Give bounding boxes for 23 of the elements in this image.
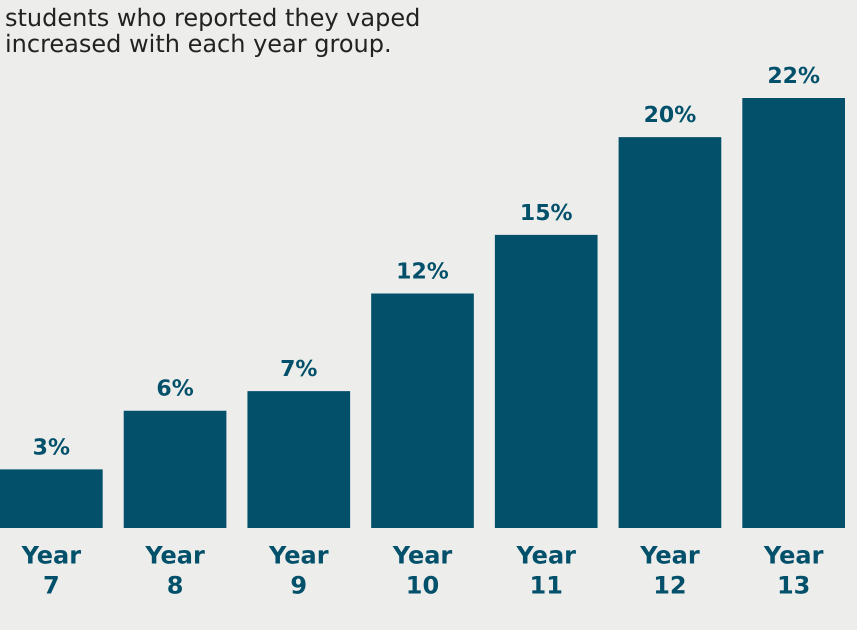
data-label: 7% (280, 357, 318, 382)
x-tick-label: Year 10 (392, 542, 452, 600)
x-tick-label: Year 12 (639, 542, 700, 600)
bar (247, 391, 350, 528)
data-label: 6% (156, 376, 194, 402)
bar (124, 410, 226, 528)
chart-subtitle: increased with each year group. (5, 30, 392, 58)
data-label: 15% (520, 200, 573, 226)
bar (618, 137, 722, 528)
bar (0, 469, 103, 528)
data-label: 20% (644, 103, 696, 128)
bar (371, 293, 474, 528)
x-tick-label: Year 11 (515, 542, 576, 600)
chart-title: students who reported they vaped (5, 4, 420, 32)
bar (742, 98, 845, 528)
x-tick-label: Year 8 (144, 542, 205, 600)
bar (494, 234, 598, 528)
x-tick-label: Year 13 (762, 542, 824, 600)
data-label: 22% (767, 64, 820, 89)
x-tick-label: Year 9 (268, 542, 329, 600)
data-label: 3% (32, 435, 70, 460)
x-tick-label: Year 7 (20, 542, 82, 600)
data-label: 12% (396, 259, 449, 284)
